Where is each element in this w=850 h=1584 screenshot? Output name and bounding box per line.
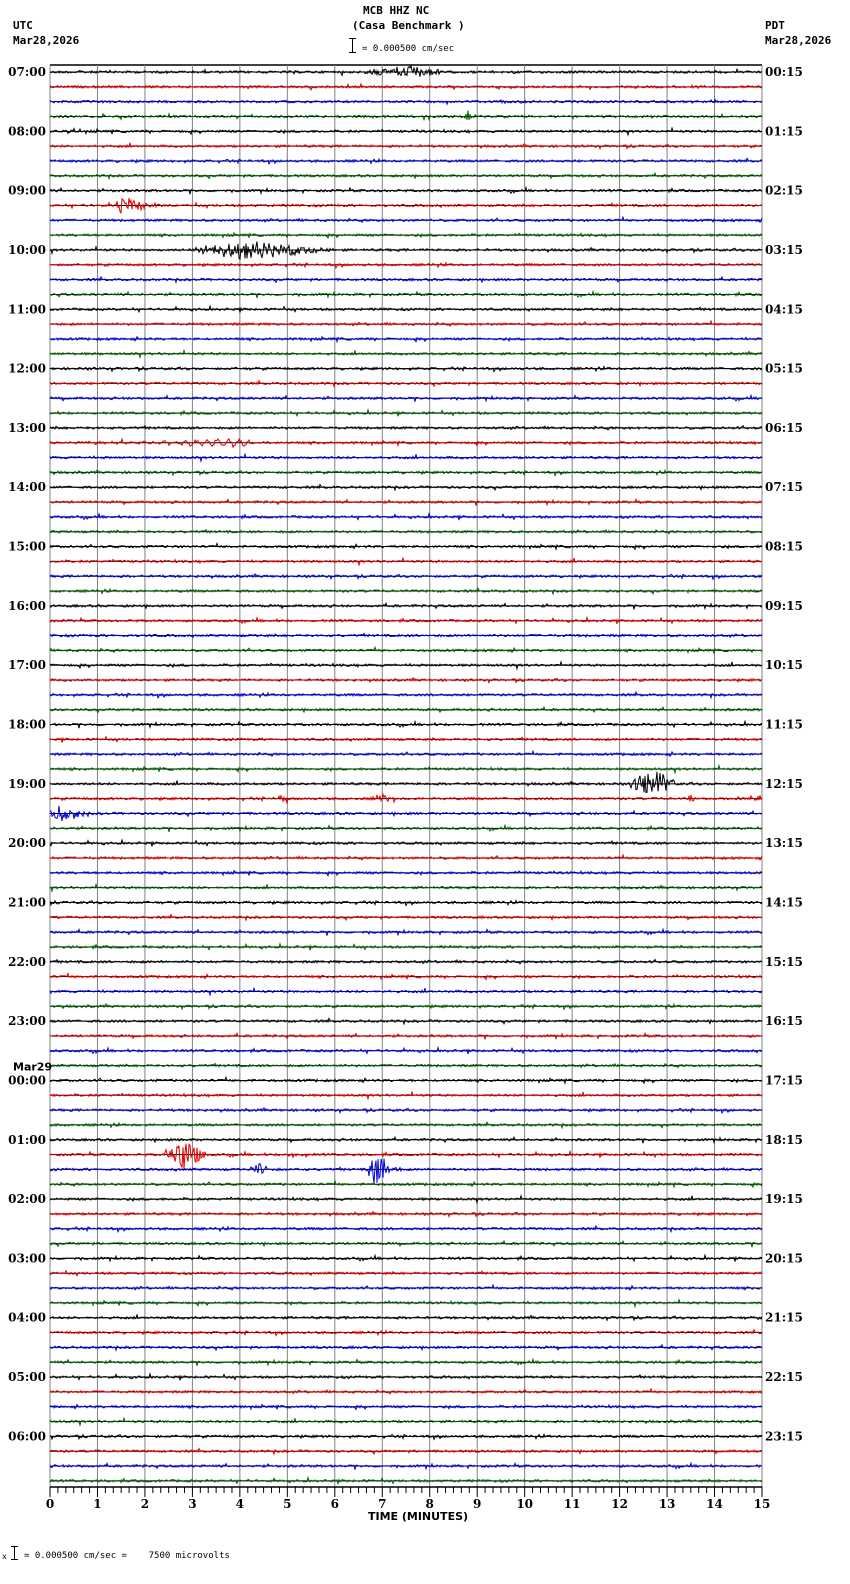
- utc-hour-label: 09:00: [8, 184, 46, 198]
- pdt-hour-label: 03:15: [765, 243, 803, 257]
- footer-scale-bar-icon: [11, 1546, 18, 1560]
- right-date: Mar28,2026: [765, 34, 832, 47]
- utc-hour-label: 00:00: [8, 1073, 46, 1087]
- time-labels: 07:00 08:00 09:00 10:00 11:00 12:00 13:00 14:00…: [8, 65, 803, 1443]
- x-tick-label: 12: [611, 1497, 628, 1511]
- utc-hour-label: 16:00: [8, 599, 46, 613]
- scale-bar-icon: [349, 38, 356, 53]
- seismic-traces: [49, 63, 763, 1485]
- pdt-hour-label: 22:15: [765, 1370, 803, 1384]
- utc-hour-label: 04:00: [8, 1311, 46, 1325]
- pdt-hour-label: 04:15: [765, 302, 803, 316]
- x-tick-label: 10: [516, 1497, 533, 1511]
- right-timezone: PDT: [765, 19, 785, 32]
- utc-hour-label: 15:00: [8, 540, 46, 554]
- utc-hour-label: 17:00: [8, 658, 46, 672]
- pdt-hour-label: 20:15: [765, 1251, 803, 1265]
- pdt-hour-label: 12:15: [765, 777, 803, 791]
- pdt-hour-label: 01:15: [765, 124, 803, 138]
- utc-hour-label: 20:00: [8, 836, 46, 850]
- pdt-hour-label: 00:15: [765, 65, 803, 79]
- x-tick-label: 8: [426, 1497, 434, 1511]
- x-tick-label: 7: [378, 1497, 386, 1511]
- x-tick-label: 11: [564, 1497, 581, 1511]
- left-timezone: UTC: [13, 19, 33, 32]
- date-change-label: Mar29: [13, 1060, 52, 1073]
- left-date: Mar28,2026: [13, 34, 80, 47]
- x-tick-label: 13: [659, 1497, 676, 1511]
- utc-hour-label: 12:00: [8, 362, 46, 376]
- utc-hour-label: 07:00: [8, 65, 46, 79]
- pdt-hour-label: 08:15: [765, 540, 803, 554]
- x-axis-title: TIME (MINUTES): [368, 1510, 468, 1523]
- utc-hour-label: 18:00: [8, 718, 46, 732]
- pdt-hour-label: 18:15: [765, 1133, 803, 1147]
- x-tick-label: 0: [46, 1497, 54, 1511]
- x-tick-label: 3: [188, 1497, 196, 1511]
- x-tick-label: 9: [473, 1497, 481, 1511]
- utc-hour-label: 08:00: [8, 124, 46, 138]
- utc-hour-label: 13:00: [8, 421, 46, 435]
- pdt-hour-label: 16:15: [765, 1014, 803, 1028]
- utc-hour-label: 05:00: [8, 1370, 46, 1384]
- utc-hour-label: 14:00: [8, 480, 46, 494]
- site-title: (Casa Benchmark ): [352, 19, 465, 32]
- utc-hour-label: 02:00: [8, 1192, 46, 1206]
- x-tick-label: 6: [331, 1497, 339, 1511]
- pdt-hour-label: 10:15: [765, 658, 803, 672]
- x-tick-label: 15: [754, 1497, 771, 1511]
- utc-hour-label: 23:00: [8, 1014, 46, 1028]
- pdt-hour-label: 14:15: [765, 895, 803, 909]
- pdt-hour-label: 05:15: [765, 362, 803, 376]
- footer-prefix: x: [2, 1552, 7, 1561]
- x-tick-label: 4: [236, 1497, 244, 1511]
- station-title: MCB HHZ NC: [363, 4, 430, 17]
- utc-hour-label: 10:00: [8, 243, 46, 257]
- utc-hour-label: 01:00: [8, 1133, 46, 1147]
- pdt-hour-label: 23:15: [765, 1429, 803, 1443]
- x-tick-label: 5: [283, 1497, 291, 1511]
- scale-text: = 0.000500 cm/sec: [362, 44, 455, 54]
- utc-hour-label: 22:00: [8, 955, 46, 969]
- utc-hour-label: 21:00: [8, 895, 46, 909]
- utc-hour-label: 19:00: [8, 777, 46, 791]
- pdt-hour-label: 21:15: [765, 1311, 803, 1325]
- x-tick-label: 1: [93, 1497, 101, 1511]
- pdt-hour-label: 13:15: [765, 836, 803, 850]
- utc-hour-label: 11:00: [8, 302, 46, 316]
- pdt-hour-label: 07:15: [765, 480, 803, 494]
- pdt-hour-label: 19:15: [765, 1192, 803, 1206]
- utc-hour-label: 06:00: [8, 1429, 46, 1443]
- pdt-hour-label: 02:15: [765, 184, 803, 198]
- x-tick-label: 2: [141, 1497, 149, 1511]
- footer-scale-text: = 0.000500 cm/sec = 7500 microvolts: [24, 1551, 230, 1561]
- grid-lines: [49, 64, 763, 1487]
- pdt-hour-label: 06:15: [765, 421, 803, 435]
- pdt-hour-label: 09:15: [765, 599, 803, 613]
- pdt-hour-label: 15:15: [765, 955, 803, 969]
- pdt-hour-label: 11:15: [765, 718, 803, 732]
- x-tick-label: 14: [706, 1497, 723, 1511]
- utc-hour-label: 03:00: [8, 1251, 46, 1265]
- pdt-hour-label: 17:15: [765, 1073, 803, 1087]
